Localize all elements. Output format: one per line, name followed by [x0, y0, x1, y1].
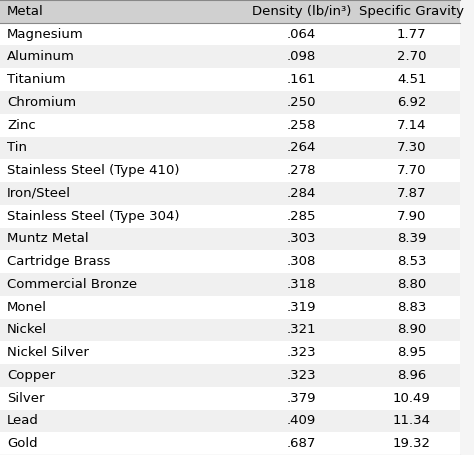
Bar — [0, 0, 460, 23]
Text: 4.51: 4.51 — [397, 73, 427, 86]
Bar — [0, 410, 460, 432]
Text: .303: .303 — [287, 233, 316, 245]
Text: Cartridge Brass: Cartridge Brass — [7, 255, 110, 268]
Text: Gold: Gold — [7, 437, 37, 450]
Text: Nickel Silver: Nickel Silver — [7, 346, 89, 359]
Text: Titanium: Titanium — [7, 73, 65, 86]
Text: 2.70: 2.70 — [397, 51, 427, 63]
Text: 8.83: 8.83 — [397, 301, 427, 313]
Text: .284: .284 — [287, 187, 316, 200]
Text: Zinc: Zinc — [7, 119, 36, 131]
Text: 7.87: 7.87 — [397, 187, 427, 200]
Text: 8.90: 8.90 — [397, 324, 427, 336]
Bar — [0, 273, 460, 296]
Text: .258: .258 — [287, 119, 316, 131]
Text: .321: .321 — [287, 324, 316, 336]
Text: .319: .319 — [287, 301, 316, 313]
Bar — [0, 318, 460, 341]
Text: .379: .379 — [287, 392, 316, 404]
Text: 8.80: 8.80 — [397, 278, 427, 291]
Bar — [0, 250, 460, 273]
Bar — [0, 68, 460, 91]
Text: 8.53: 8.53 — [397, 255, 427, 268]
Bar — [0, 205, 460, 228]
Text: Nickel: Nickel — [7, 324, 47, 336]
Bar — [0, 182, 460, 205]
Text: Iron/Steel: Iron/Steel — [7, 187, 71, 200]
Text: Stainless Steel (Type 410): Stainless Steel (Type 410) — [7, 164, 179, 177]
Bar — [0, 114, 460, 136]
Text: Lead: Lead — [7, 415, 39, 427]
Text: .098: .098 — [287, 51, 316, 63]
Text: Density (lb/in³): Density (lb/in³) — [252, 5, 351, 18]
Bar — [0, 341, 460, 364]
Text: 8.95: 8.95 — [397, 346, 427, 359]
Bar — [0, 91, 460, 114]
Text: Stainless Steel (Type 304): Stainless Steel (Type 304) — [7, 210, 179, 222]
Text: Magnesium: Magnesium — [7, 28, 83, 40]
Bar — [0, 296, 460, 318]
Bar — [0, 23, 460, 46]
Text: Copper: Copper — [7, 369, 55, 382]
Text: .278: .278 — [287, 164, 316, 177]
Text: Monel: Monel — [7, 301, 47, 313]
Text: 7.70: 7.70 — [397, 164, 427, 177]
Bar — [0, 432, 460, 455]
Text: .250: .250 — [287, 96, 316, 109]
Text: .687: .687 — [287, 437, 316, 450]
Text: 8.39: 8.39 — [397, 233, 427, 245]
Text: .064: .064 — [287, 28, 316, 40]
Text: Aluminum: Aluminum — [7, 51, 75, 63]
Text: 8.96: 8.96 — [397, 369, 427, 382]
Text: .161: .161 — [287, 73, 316, 86]
Text: .318: .318 — [287, 278, 316, 291]
Text: 1.77: 1.77 — [397, 28, 427, 40]
Text: 7.90: 7.90 — [397, 210, 427, 222]
Text: 19.32: 19.32 — [393, 437, 431, 450]
Text: .409: .409 — [287, 415, 316, 427]
Text: 11.34: 11.34 — [393, 415, 431, 427]
Text: Metal: Metal — [7, 5, 44, 18]
Bar — [0, 159, 460, 182]
Bar — [0, 136, 460, 159]
Text: .323: .323 — [287, 369, 316, 382]
Bar — [0, 387, 460, 410]
Bar — [0, 46, 460, 68]
Text: Muntz Metal: Muntz Metal — [7, 233, 89, 245]
Bar — [0, 364, 460, 387]
Text: Silver: Silver — [7, 392, 45, 404]
Text: 7.30: 7.30 — [397, 142, 427, 154]
Text: .264: .264 — [287, 142, 316, 154]
Text: Specific Gravity: Specific Gravity — [359, 5, 464, 18]
Text: 10.49: 10.49 — [393, 392, 431, 404]
Text: .308: .308 — [287, 255, 316, 268]
Text: .285: .285 — [287, 210, 316, 222]
Text: .323: .323 — [287, 346, 316, 359]
Text: 7.14: 7.14 — [397, 119, 427, 131]
Text: 6.92: 6.92 — [397, 96, 427, 109]
Bar — [0, 228, 460, 250]
Text: Tin: Tin — [7, 142, 27, 154]
Text: Chromium: Chromium — [7, 96, 76, 109]
Text: Commercial Bronze: Commercial Bronze — [7, 278, 137, 291]
